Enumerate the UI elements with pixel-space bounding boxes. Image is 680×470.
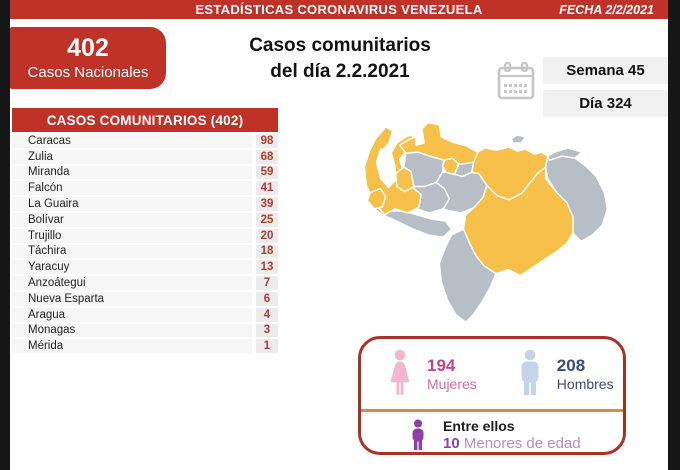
table-row: Aragua 4 — [12, 307, 278, 322]
demographics-card: 194 Mujeres 208 Hombres — [358, 336, 626, 455]
men-count: 208 — [556, 356, 586, 375]
table-row: Zulia 68 — [12, 149, 278, 164]
minors-prefix: Entre ellos — [443, 417, 515, 434]
table-row: Mérida 1 — [12, 339, 278, 354]
orange-divider — [361, 409, 623, 412]
women-group: 194 Mujeres — [385, 349, 477, 399]
state-name: Nueva Esparta — [12, 291, 252, 306]
table-row: Bolívar 25 — [12, 212, 278, 227]
national-cases-value: 402 — [67, 34, 109, 63]
state-name: Miranda — [12, 165, 252, 180]
state-name: Caracas — [12, 134, 252, 148]
calendar-icon — [496, 60, 536, 104]
lake-maracaibo — [375, 148, 397, 189]
state-cases: 59 — [256, 165, 278, 180]
state-cases: 6 — [256, 291, 278, 306]
state-falcon — [399, 122, 479, 166]
table-row: Monagas 3 — [12, 323, 278, 338]
state-guarico — [435, 171, 488, 214]
community-title-line1: Casos comunitarios — [249, 35, 431, 56]
state-nueva-esparta — [510, 134, 527, 144]
cases-table-rows: Caracas 98 Zulia 68 Miranda 59 Falcón 41… — [12, 134, 278, 354]
community-title-line2: del día 2.2.2021 — [270, 60, 410, 82]
state-cases: 41 — [256, 181, 278, 196]
female-icon — [390, 349, 410, 395]
state-cases: 4 — [256, 307, 278, 322]
minors-row: Entre ellos 10 Menores de edad — [361, 412, 623, 452]
state-name: Bolívar — [12, 212, 252, 227]
left-edge-bar — [0, 0, 10, 470]
table-row: Yaracuy 13 — [12, 260, 278, 275]
table-row: Anzoátegui 7 — [12, 276, 278, 290]
table-row: La Guaira 39 — [12, 197, 278, 211]
state-name: Anzoátegui — [12, 276, 252, 290]
table-row: Caracas 98 — [12, 134, 278, 148]
header-date: FECHA 2/2/2021 — [559, 2, 654, 17]
table-header: CASOS COMUNITARIOS (402) — [12, 108, 278, 132]
table-row: Miranda 59 — [12, 165, 278, 180]
women-label: Mujeres — [427, 376, 477, 392]
women-count: 194 — [427, 356, 456, 375]
state-cases: 1 — [256, 339, 278, 354]
state-cases: 3 — [256, 323, 278, 338]
state-name: Falcón — [12, 181, 252, 196]
state-cases: 20 — [256, 228, 278, 243]
right-edge-bar — [668, 0, 680, 470]
table-row: Trujillo 20 — [12, 228, 278, 243]
community-cases-table: CASOS COMUNITARIOS (402) Caracas 98 Zuli… — [12, 108, 278, 354]
gender-row: 194 Mujeres 208 Hombres — [361, 339, 623, 409]
national-cases-label: Casos Nacionales — [27, 63, 149, 81]
community-cases-title: Casos comunitarios del día 2.2.2021 — [195, 33, 485, 84]
state-tachira — [366, 187, 387, 210]
minors-count: 10 — [443, 435, 460, 452]
state-trujillo — [395, 166, 415, 193]
state-cases: 18 — [256, 244, 278, 259]
table-row: Táchira 18 — [12, 244, 278, 259]
state-cases: 13 — [256, 260, 278, 275]
table-row: Falcón 41 — [12, 181, 278, 196]
header-bar: ESTADÍSTICAS CORONAVIRUS VENEZUELA FECHA… — [10, 0, 668, 19]
venezuela-choropleth-map — [333, 114, 659, 330]
national-cases-card: 402 Casos Nacionales — [10, 27, 166, 89]
table-row: Nueva Esparta 6 — [12, 291, 278, 306]
week-badge: Semana 45 — [543, 57, 668, 84]
state-name: Aragua — [12, 307, 252, 322]
minors-label: Menores de edad — [463, 435, 581, 452]
state-name: Yaracuy — [12, 260, 252, 275]
state-cases: 68 — [256, 149, 278, 164]
day-badge: Día 324 — [543, 90, 668, 117]
minors-line: 10 Menores de edad — [443, 435, 581, 452]
state-yaracuy — [441, 157, 460, 176]
state-cases: 7 — [256, 276, 278, 290]
state-cases: 39 — [256, 197, 278, 211]
state-name: Trujillo — [12, 228, 252, 243]
state-bolivar — [462, 166, 574, 277]
state-cases: 98 — [256, 134, 278, 148]
state-cases: 25 — [256, 212, 278, 227]
state-name: La Guaira — [12, 197, 252, 211]
page-title: ESTADÍSTICAS CORONAVIRUS VENEZUELA — [195, 2, 483, 17]
child-icon — [412, 419, 424, 450]
state-name: Zulia — [12, 149, 252, 164]
state-name: Táchira — [12, 244, 252, 259]
men-group: 208 Hombres — [515, 349, 614, 399]
men-label: Hombres — [556, 376, 614, 392]
state-name: Mérida — [12, 339, 252, 354]
male-icon — [521, 349, 539, 395]
state-name: Monagas — [12, 323, 252, 338]
